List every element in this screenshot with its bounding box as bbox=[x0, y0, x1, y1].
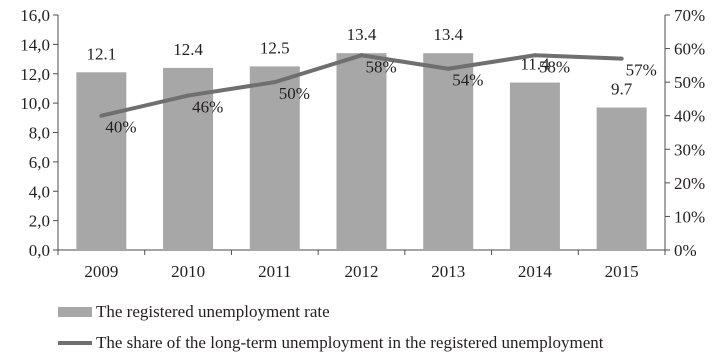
x-axis-tick-label: 2009 bbox=[84, 262, 118, 281]
right-axis-tick-label: 50% bbox=[674, 73, 705, 92]
right-axis-tick-label: 0% bbox=[674, 241, 697, 260]
line-point bbox=[186, 93, 191, 98]
right-axis-tick-label: 10% bbox=[674, 207, 705, 226]
bar bbox=[596, 107, 647, 250]
bar-data-label: 12.5 bbox=[260, 38, 290, 57]
bar-data-label: 11.4 bbox=[520, 55, 550, 74]
right-axis-tick-label: 20% bbox=[674, 174, 705, 193]
line-point bbox=[619, 56, 624, 61]
line-point bbox=[99, 113, 104, 118]
bar-data-label: 12.4 bbox=[173, 40, 203, 59]
legend-label-line: The share of the long-term unemployment … bbox=[96, 333, 604, 352]
chart: 0,0 2,0 4,0 6,0 8,0 10,0 12,0 14,0 16,0 0% 10% 20% 3… bbox=[20, 6, 705, 281]
line-data-label: 54% bbox=[452, 71, 483, 90]
line-data-label: 58% bbox=[539, 57, 570, 76]
right-axis-tick-label: 60% bbox=[674, 40, 705, 59]
line-data-label: 50% bbox=[279, 84, 310, 103]
bar bbox=[509, 82, 560, 250]
bar bbox=[249, 66, 300, 250]
legend-item-bar: The registered unemployment rate bbox=[58, 302, 330, 322]
left-axis-tick-label: 0,0 bbox=[29, 241, 50, 260]
line-point bbox=[272, 80, 277, 85]
line-point bbox=[359, 53, 364, 58]
bar-data-label: 13.4 bbox=[433, 25, 463, 44]
legend-swatch-line bbox=[58, 341, 92, 345]
right-axis-tick-label: 40% bbox=[674, 107, 705, 126]
left-axis-tick-label: 14,0 bbox=[20, 35, 50, 54]
left-axis-tick-label: 2,0 bbox=[29, 212, 50, 231]
x-axis-tick-label: 2013 bbox=[431, 262, 465, 281]
legend-label-bar: The registered unemployment rate bbox=[96, 302, 330, 321]
x-axis-tick-label: 2015 bbox=[605, 262, 639, 281]
line-point bbox=[532, 53, 537, 58]
bar-data-label: 9.7 bbox=[611, 80, 633, 99]
line-point bbox=[446, 66, 451, 71]
left-axis-tick-label: 6,0 bbox=[29, 153, 50, 172]
x-axis-tick-label: 2012 bbox=[345, 262, 379, 281]
line-data-label: 40% bbox=[105, 118, 136, 137]
x-axis-tick-label: 2011 bbox=[258, 262, 291, 281]
legend-swatch-bar bbox=[58, 307, 92, 317]
left-axis-tick-label: 12,0 bbox=[20, 65, 50, 84]
bar bbox=[423, 53, 474, 250]
left-axis-tick-label: 10,0 bbox=[20, 94, 50, 113]
bar bbox=[76, 72, 127, 250]
bar-data-label: 13.4 bbox=[347, 25, 377, 44]
line-data-label: 46% bbox=[192, 98, 223, 117]
bar-data-label: 12.1 bbox=[86, 44, 116, 63]
right-axis-tick-label: 70% bbox=[674, 6, 705, 25]
right-axis-tick-label: 30% bbox=[674, 140, 705, 159]
left-axis-tick-label: 4,0 bbox=[29, 182, 50, 201]
x-axis-tick-label: 2010 bbox=[171, 262, 205, 281]
left-axis-tick-label: 8,0 bbox=[29, 124, 50, 143]
bar bbox=[336, 53, 387, 250]
left-axis-tick-label: 16,0 bbox=[20, 6, 50, 25]
line-data-label: 58% bbox=[366, 57, 397, 76]
line-data-label: 57% bbox=[626, 61, 657, 80]
legend-item-line: The share of the long-term unemployment … bbox=[58, 333, 604, 353]
x-axis-tick-label: 2014 bbox=[518, 262, 553, 281]
